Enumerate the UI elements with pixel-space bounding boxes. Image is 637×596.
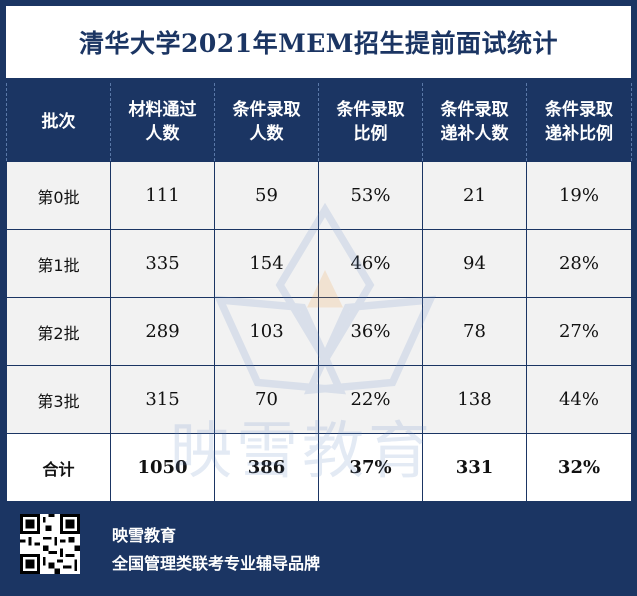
data-cell: 70 (214, 365, 319, 434)
data-cell: 28% (526, 229, 632, 298)
data-cell: 22% (318, 365, 423, 434)
total-cell: 386 (214, 433, 319, 502)
data-cell: 27% (526, 297, 632, 366)
batch-cell: 第0批 (6, 161, 111, 230)
data-cell: 46% (318, 229, 423, 298)
total-cell: 331 (422, 433, 527, 502)
data-cell: 94 (422, 229, 527, 298)
table-row: 第3批 315 70 22% 138 44% (6, 365, 632, 434)
data-cell: 103 (214, 297, 319, 366)
batch-cell: 第2批 (6, 297, 111, 366)
total-cell: 1050 (110, 433, 215, 502)
data-cell: 335 (110, 229, 215, 298)
qr-code-icon (20, 514, 80, 574)
data-cell: 36% (318, 297, 423, 366)
table-row: 第2批 289 103 36% 78 27% (6, 297, 632, 366)
header-supplement-count: 条件录取 递补人数 (422, 83, 527, 162)
table-row: 第0批 111 59 53% 21 19% (6, 161, 632, 230)
data-cell: 78 (422, 297, 527, 366)
page-title: 清华大学2021年MEM招生提前面试统计 (79, 29, 558, 58)
data-cell: 289 (110, 297, 215, 366)
footer (0, 508, 637, 596)
brand-name: 映雪教育 (112, 526, 177, 545)
data-cell: 19% (526, 161, 632, 230)
data-cell: 21 (422, 161, 527, 230)
total-label: 合计 (6, 433, 111, 502)
data-cell: 315 (110, 365, 215, 434)
stats-table: 批次 材料通过 人数 条件录取 人数 条件录取 比例 条件录取 递补人数 条件录取 递补比… (6, 83, 632, 502)
title-box: 清华大学2021年MEM招生提前面试统计 (6, 6, 631, 78)
header-batch: 批次 (6, 83, 111, 162)
table-row: 第1批 335 154 46% 94 28% (6, 229, 632, 298)
table-header-row: 批次 材料通过 人数 条件录取 人数 条件录取 比例 条件录取 递补人数 条件录取 递补比… (6, 83, 632, 162)
total-cell: 37% (318, 433, 423, 502)
brand-slogan: 全国管理类联考专业辅导品牌 (112, 554, 321, 573)
header-admitted-ratio: 条件录取 比例 (318, 83, 423, 162)
data-cell: 154 (214, 229, 319, 298)
data-cell: 53% (318, 161, 423, 230)
header-admitted-count: 条件录取 人数 (214, 83, 319, 162)
batch-cell: 第1批 (6, 229, 111, 298)
total-cell: 32% (526, 433, 632, 502)
data-cell: 44% (526, 365, 632, 434)
batch-cell: 第3批 (6, 365, 111, 434)
total-row: 合计 1050 386 37% 331 32% (6, 433, 632, 502)
data-cell: 111 (110, 161, 215, 230)
header-material-passed: 材料通过 人数 (110, 83, 215, 162)
data-cell: 138 (422, 365, 527, 434)
data-cell: 59 (214, 161, 319, 230)
header-supplement-ratio: 条件录取 递补比例 (526, 83, 632, 162)
